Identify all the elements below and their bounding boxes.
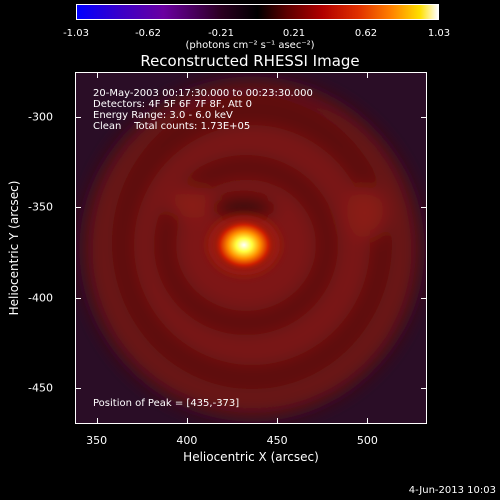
x-tick-mark — [186, 418, 188, 424]
plot-area: 20-May-2003 00:17:30.000 to 00:23:30.000… — [75, 72, 427, 424]
colorbar-tick: -0.21 — [208, 28, 234, 39]
y-tick-label: -450 — [28, 381, 53, 395]
colorbar — [76, 4, 439, 20]
y-tick-mark — [75, 207, 81, 209]
x-tick-mark — [367, 418, 369, 424]
x-tick-label: 350 — [86, 434, 108, 447]
clean-counts-text: Clean Total counts: 1.73E+05 — [93, 121, 251, 132]
time-range-text: 20-May-2003 00:17:30.000 to 00:23:30.000 — [93, 88, 313, 99]
colorbar-tick: -0.62 — [135, 28, 161, 39]
x-tick-mark — [277, 418, 279, 424]
y-tick-mark — [421, 117, 427, 119]
y-tick-mark — [421, 297, 427, 299]
colorbar-tick: -1.03 — [63, 28, 89, 39]
y-tick-mark — [75, 117, 81, 119]
x-tick-mark — [96, 418, 98, 424]
x-tick-label: 400 — [176, 434, 198, 447]
colorbar-tick: 1.03 — [427, 28, 451, 39]
y-tick-label: -300 — [28, 110, 53, 124]
colorbar-unit: (photons cm⁻² s⁻¹ asec⁻²) — [185, 40, 315, 51]
x-tick-mark — [186, 72, 188, 78]
y-tick-mark — [421, 387, 427, 389]
y-tick-mark — [75, 297, 81, 299]
y-tick-label: -400 — [28, 291, 53, 305]
timestamp: 4-Jun-2013 10:03 — [408, 485, 496, 496]
peak-source — [212, 218, 276, 272]
energy-range-text: Energy Range: 3.0 - 6.0 keV — [93, 110, 233, 121]
colorbar-tick: 0.62 — [354, 28, 378, 39]
chart-title: Reconstructed RHESSI Image — [140, 52, 360, 70]
detectors-text: Detectors: 4F 5F 6F 7F 8F, Att 0 — [93, 99, 253, 110]
x-tick-label: 450 — [266, 434, 288, 447]
y-tick-label: -350 — [28, 200, 53, 214]
x-tick-label: 500 — [356, 434, 378, 447]
y-tick-mark — [421, 207, 427, 209]
x-axis-label: Heliocentric X (arcsec) — [183, 450, 319, 464]
x-tick-mark — [277, 72, 279, 78]
colorbar-tick: 0.21 — [282, 28, 306, 39]
peak-position-text: Position of Peak = [435,-373] — [93, 398, 240, 409]
heatmap-image — [76, 73, 426, 423]
y-axis-label: Heliocentric Y (arcsec) — [7, 180, 21, 316]
y-tick-mark — [75, 387, 81, 389]
x-tick-mark — [367, 72, 369, 78]
x-tick-mark — [96, 72, 98, 78]
